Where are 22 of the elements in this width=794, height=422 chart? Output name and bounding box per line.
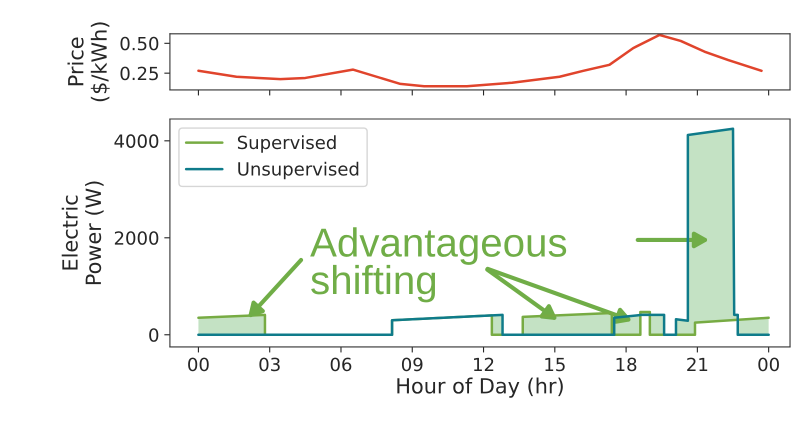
legend-label: Unsupervised [238, 162, 358, 180]
x-axis-title: Hour of Day (hr) [397, 378, 563, 398]
x-tick-label: 18 [616, 358, 636, 372]
y-axis-title: Price ($/kWh) [67, 22, 110, 102]
x-tick-label: 21 [687, 358, 708, 372]
legend-label: Supervised [238, 135, 336, 153]
line-series [197, 34, 763, 88]
y-tick-label: 4000 [114, 134, 158, 148]
annotation: Advantageous shifting [310, 227, 566, 302]
y-tick-label: 2000 [114, 231, 158, 245]
y-axis-title: Electric Power (W) [62, 182, 104, 284]
x-tick-label: 12 [474, 358, 494, 372]
x-tick-label: 15 [545, 358, 565, 372]
line-series [197, 127, 770, 336]
x-tick-label: 00 [758, 358, 779, 372]
x-tick-label: 00 [188, 358, 209, 372]
y-tick-label: 0 [149, 328, 158, 342]
x-tick-label: 03 [259, 358, 280, 372]
x-tick-label: 09 [402, 358, 422, 372]
x-tick-label: 06 [330, 358, 352, 372]
y-tick-label: 0.50 [120, 36, 158, 50]
y-tick-label: 0.25 [120, 66, 158, 80]
